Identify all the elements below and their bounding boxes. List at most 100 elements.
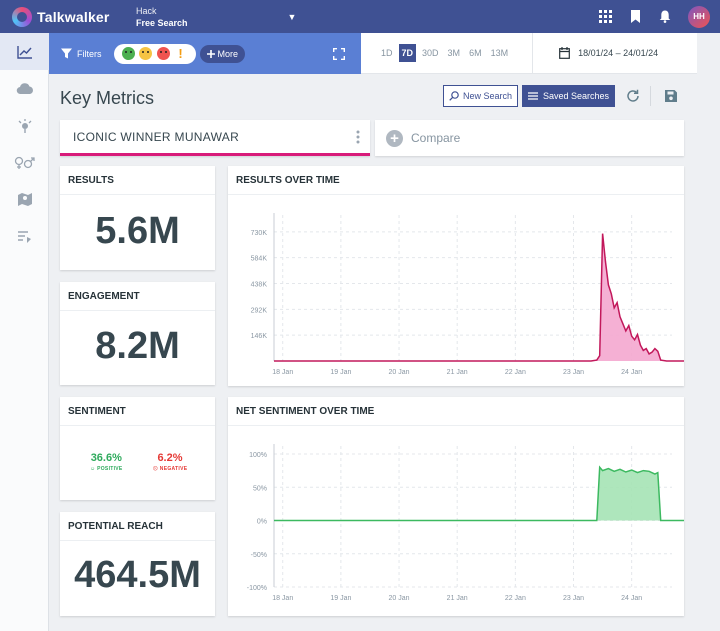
map-icon — [17, 193, 32, 206]
time-range-selector: 1D 7D 30D 3M 6M 13M — [378, 44, 511, 62]
project-label: Hack — [136, 5, 157, 16]
query-name: ICONIC WINNER MUNAWAR — [73, 129, 240, 144]
series-area — [274, 467, 684, 521]
y-tick-label: 584K — [251, 256, 268, 263]
project-name: Free Search — [136, 17, 188, 28]
y-tick-label: 730K — [251, 230, 268, 237]
search-icon — [449, 91, 459, 101]
filters-button[interactable]: Filters — [61, 48, 102, 59]
divider — [532, 32, 534, 74]
series-line — [274, 233, 684, 362]
fullscreen-icon[interactable] — [333, 47, 345, 65]
query-tab[interactable]: ICONIC WINNER MUNAWAR — [60, 120, 370, 156]
card-title: RESULTS OVER TIME — [228, 166, 684, 195]
saved-searches-button[interactable]: Saved Searches — [522, 85, 615, 107]
card-title: ENGAGEMENT — [60, 282, 215, 311]
kebab-menu-icon[interactable] — [356, 130, 360, 147]
card-title: NET SENTIMENT OVER TIME — [228, 397, 684, 426]
page-title: Key Metrics — [60, 88, 155, 108]
range-6m[interactable]: 6M — [469, 48, 482, 58]
x-tick-label: 21 Jan — [447, 369, 468, 376]
x-tick-label: 22 Jan — [505, 369, 526, 376]
range-7d[interactable]: 7D — [398, 44, 417, 62]
bookmark-icon[interactable] — [628, 10, 642, 24]
y-tick-label: 438K — [251, 282, 268, 289]
results-card: RESULTS 5.6M — [60, 166, 215, 270]
sentiment-breakdown: 36.6% ☺ POSITIVE 6.2% ☹ NEGATIVE — [90, 452, 187, 472]
compare-tab[interactable]: + Compare — [375, 120, 684, 156]
trend-chart-icon — [16, 45, 32, 59]
add-circle-icon: + — [386, 129, 403, 147]
sidebar-item-influencers[interactable] — [0, 107, 49, 144]
x-tick-label: 19 Jan — [330, 369, 351, 376]
series-line — [274, 465, 684, 522]
refresh-icon[interactable] — [626, 89, 640, 108]
date-range-picker[interactable]: 18/01/24 – 24/01/24 — [559, 47, 658, 59]
project-selector[interactable]: Hack Free Search — [136, 5, 188, 29]
logo-icon — [12, 6, 32, 27]
negative-face-icon[interactable] — [156, 47, 170, 60]
y-tick-label: 292K — [251, 307, 268, 314]
x-tick-label: 24 Jan — [621, 369, 642, 376]
range-30d[interactable]: 30D — [422, 48, 439, 58]
x-tick-label: 24 Jan — [621, 595, 642, 602]
sidebar-item-cloud[interactable] — [0, 70, 49, 107]
x-tick-label: 18 Jan — [272, 369, 293, 376]
positive-face-icon[interactable] — [121, 47, 135, 60]
user-avatar[interactable]: HH — [688, 5, 710, 28]
sentiment-filter[interactable]: ! — [113, 43, 196, 64]
negative-sentiment: 6.2% ☹ NEGATIVE — [153, 452, 188, 472]
more-filters-button[interactable]: More — [199, 44, 246, 63]
themes-icon — [17, 230, 31, 243]
filters-label: Filters — [77, 48, 102, 59]
talkwalker-logo[interactable]: Talkwalker — [12, 6, 130, 27]
notification-bell-icon[interactable] — [658, 10, 672, 24]
range-13m[interactable]: 13M — [490, 48, 509, 58]
x-tick-label: 21 Jan — [447, 595, 468, 602]
influencer-icon — [18, 118, 31, 133]
series-area — [274, 233, 684, 361]
saved-searches-label: Saved Searches — [542, 91, 610, 101]
neutral-face-icon[interactable] — [139, 47, 153, 60]
x-tick-label: 19 Jan — [330, 595, 351, 602]
alert-icon[interactable]: ! — [178, 46, 183, 61]
apps-grid-icon[interactable] — [598, 10, 612, 24]
engagement-value: 8.2M — [95, 325, 180, 367]
new-search-button[interactable]: New Search — [443, 85, 518, 107]
range-3m[interactable]: 3M — [447, 48, 461, 58]
sidebar — [0, 33, 49, 631]
range-1d[interactable]: 1D — [381, 48, 393, 58]
negative-label: ☹ NEGATIVE — [152, 466, 188, 472]
results-over-time-chart[interactable]: 146K 292K 438K 584K 730K 18 Jan 19 Jan 20 Jan 21… — [228, 195, 684, 386]
filter-funnel-icon — [61, 48, 72, 59]
sidebar-item-overview[interactable] — [0, 33, 49, 70]
x-tick-label: 22 Jan — [505, 595, 526, 602]
y-tick-label: 146K — [251, 333, 268, 340]
sidebar-item-demographics[interactable] — [0, 144, 49, 181]
negative-value: 6.2% — [157, 452, 183, 464]
positive-sentiment: 36.6% ☺ POSITIVE — [90, 452, 123, 472]
x-tick-label: 23 Jan — [563, 595, 584, 602]
top-bar: Talkwalker Hack Free Search ▼ HH — [0, 0, 720, 33]
brand-name: Talkwalker — [37, 8, 110, 25]
net-sentiment-card: NET SENTIMENT OVER TIME 100% 50% 0% -50% -10… — [228, 397, 684, 616]
card-title: SENTIMENT — [60, 397, 215, 426]
more-label: More — [217, 48, 239, 59]
sidebar-item-themes[interactable] — [0, 218, 49, 255]
card-title: POTENTIAL REACH — [60, 512, 215, 541]
potential-reach-card: POTENTIAL REACH 464.5M — [60, 512, 215, 616]
compare-label: Compare — [411, 131, 461, 145]
card-title: RESULTS — [60, 166, 215, 195]
sidebar-item-map[interactable] — [0, 181, 49, 218]
x-tick-label: 20 Jan — [389, 369, 410, 376]
divider — [650, 86, 651, 106]
x-tick-label: 20 Jan — [389, 595, 410, 602]
caret-down-icon[interactable]: ▼ — [287, 11, 297, 22]
y-tick-label: -50% — [251, 552, 267, 559]
list-icon — [527, 92, 538, 100]
y-tick-label: 0% — [257, 519, 267, 526]
save-icon[interactable] — [664, 89, 678, 108]
engagement-card: ENGAGEMENT 8.2M — [60, 282, 215, 385]
y-tick-label: -100% — [247, 585, 267, 592]
net-sentiment-chart[interactable]: 100% 50% 0% -50% -100% 18 Jan 19 Jan 20 Jan 21 J… — [228, 426, 684, 616]
